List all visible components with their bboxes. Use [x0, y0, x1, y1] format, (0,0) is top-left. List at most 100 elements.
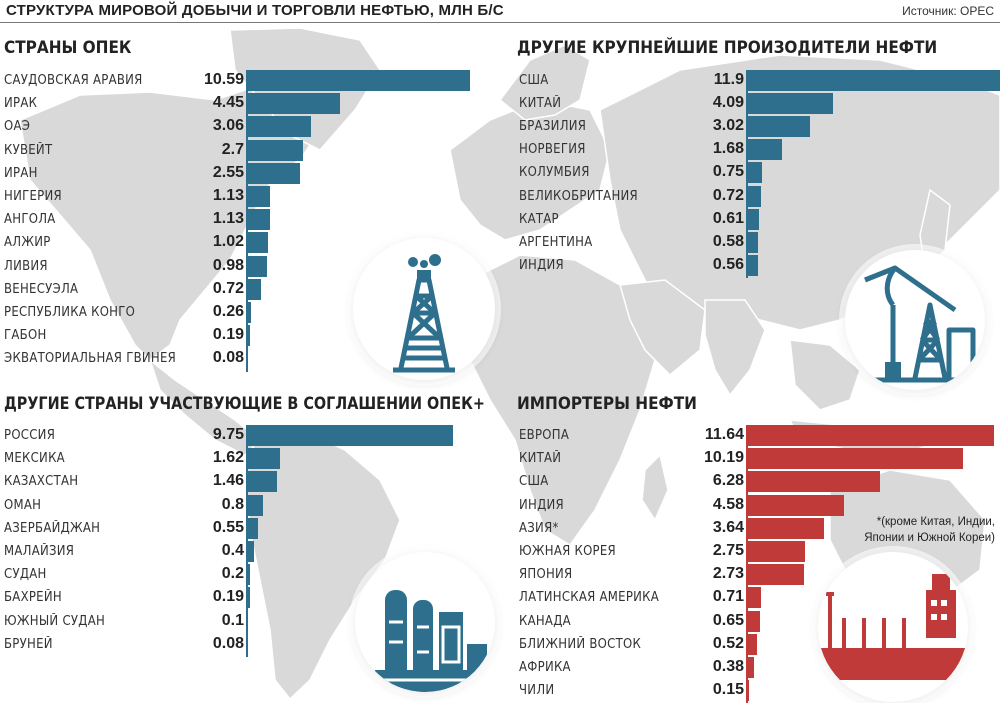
value-label: 9.75 — [212, 426, 244, 443]
bar-opec — [246, 278, 262, 300]
chart-title-opec: СТРАНЫ ОПЕК — [4, 38, 132, 58]
value-label: 0.52 — [712, 634, 744, 652]
value-label: 0.38 — [712, 658, 744, 675]
bar-opec — [246, 232, 268, 254]
category-label: МЕКСИКА — [4, 451, 65, 467]
category-label: БРАЗИЛИЯ — [519, 119, 587, 135]
bar-opec-plus — [246, 448, 281, 470]
bar-importers — [746, 448, 964, 470]
value-label: 4.09 — [712, 94, 744, 112]
category-label: ЯПОНИЯ — [519, 567, 573, 583]
value-label: 0.19 — [212, 588, 244, 606]
bar-other-producers — [746, 93, 834, 115]
refinery-circle — [355, 552, 495, 692]
oil-derrick-circle — [353, 238, 495, 380]
value-label: 0.72 — [712, 186, 744, 204]
bar-importers — [746, 517, 824, 539]
chart-axis-importers — [746, 425, 748, 703]
bar-other-producers — [746, 139, 782, 161]
bar-opec-plus — [246, 541, 255, 562]
value-label: 0.61 — [712, 209, 744, 227]
bar-other-producers — [746, 70, 1000, 91]
category-label: АНГОЛА — [4, 212, 56, 228]
bar-other-producers — [746, 231, 759, 253]
page-title: СТРУКТУРА МИРОВОЙ ДОБЫЧИ И ТОРГОВЛИ НЕФТ… — [6, 2, 504, 19]
value-label: 1.13 — [212, 187, 244, 204]
value-label: 0.26 — [212, 303, 244, 320]
bar-opec — [246, 70, 470, 91]
value-label: 0.98 — [212, 256, 244, 274]
value-label: 2.73 — [712, 565, 744, 583]
category-label: РОССИЯ — [4, 428, 56, 443]
category-label: МАЛАЙЗИЯ — [4, 544, 75, 559]
category-label: ЛИВИЯ — [4, 258, 48, 274]
value-label: 0.2 — [221, 565, 244, 583]
value-label: 1.02 — [212, 233, 244, 251]
value-label: 1.62 — [212, 449, 244, 467]
bar-opec — [246, 162, 300, 184]
bar-importers — [746, 587, 762, 609]
bar-opec-plus — [246, 564, 251, 586]
bar-opec — [246, 325, 251, 347]
value-label: 6.28 — [712, 472, 744, 490]
category-label: НОРВЕГИЯ — [519, 142, 586, 158]
header-divider — [0, 22, 1000, 23]
category-label: САУДОВСКАЯ АРАВИЯ — [4, 73, 143, 88]
value-label: 3.02 — [712, 117, 744, 135]
category-label: СУДАН — [4, 567, 47, 583]
category-label: АФРИКА — [519, 660, 571, 675]
category-label: ГАБОН — [4, 328, 47, 344]
bar-opec-plus — [246, 494, 263, 516]
map-south-america — [244, 429, 401, 699]
category-label: ЮЖНЫЙ СУДАН — [4, 613, 106, 629]
category-label: ВЕЛИКОБРИТАНИЯ — [519, 188, 638, 204]
bar-opec — [246, 186, 270, 207]
pumpjack-icon — [860, 265, 980, 383]
value-label: 2.75 — [712, 542, 744, 559]
value-label: 0.08 — [212, 349, 244, 367]
value-label: 10.19 — [703, 449, 744, 467]
value-label: 0.75 — [712, 163, 744, 181]
category-label: ЮЖНАЯ КОРЕЯ — [519, 544, 616, 559]
category-label: ЭКВАТОРИАЛЬНАЯ ГВИНЕЯ — [4, 351, 177, 367]
value-label: 0.08 — [212, 634, 244, 652]
category-label: БАХРЕЙН — [4, 590, 62, 606]
value-label: 0.1 — [221, 611, 244, 629]
value-label: 0.55 — [212, 518, 244, 536]
category-label: ИНДИЯ — [519, 257, 564, 273]
bar-importers — [746, 471, 880, 493]
value-label: 3.06 — [212, 117, 244, 135]
bar-importers — [746, 494, 844, 516]
bar-importers — [746, 425, 994, 446]
chart-title-other-producers: ДРУГИЕ КРУПНЕЙШИЕ ПРОИЗОДИТЕЛИ НЕФТИ — [517, 38, 938, 58]
category-label: ЕВРОПА — [519, 428, 570, 443]
category-label: КИТАЙ — [519, 96, 562, 112]
map-scandinavia — [498, 44, 591, 121]
category-label: ОАЭ — [4, 119, 31, 135]
value-label: 0.71 — [712, 588, 744, 606]
map-arabia — [619, 279, 706, 377]
category-label: США — [519, 474, 549, 490]
bar-importers — [746, 564, 805, 586]
bar-opec-plus — [246, 517, 258, 539]
category-label: ИРАК — [4, 96, 38, 112]
value-label: 0.58 — [712, 232, 744, 250]
bar-opec — [246, 139, 304, 161]
value-label: 10.59 — [203, 71, 244, 88]
bar-importers — [746, 633, 758, 655]
bar-opec-plus — [246, 471, 277, 493]
category-label: ИРАН — [4, 165, 38, 181]
map-north-america — [19, 84, 321, 361]
category-label: США — [519, 73, 549, 88]
category-label: ЛАТИНСКАЯ АМЕРИКА — [519, 590, 660, 606]
value-label: 0.19 — [212, 326, 244, 344]
map-africa — [459, 254, 656, 546]
value-label: 1.13 — [212, 210, 244, 228]
category-label: КОЛУМБИЯ — [519, 165, 590, 181]
bar-other-producers — [746, 116, 811, 138]
bar-opec — [246, 255, 267, 277]
category-label: ВЕНЕСУЭЛА — [4, 281, 79, 297]
category-label: КУВЕЙТ — [4, 142, 53, 158]
value-label: 11.9 — [713, 71, 744, 88]
bar-importers — [746, 610, 760, 632]
